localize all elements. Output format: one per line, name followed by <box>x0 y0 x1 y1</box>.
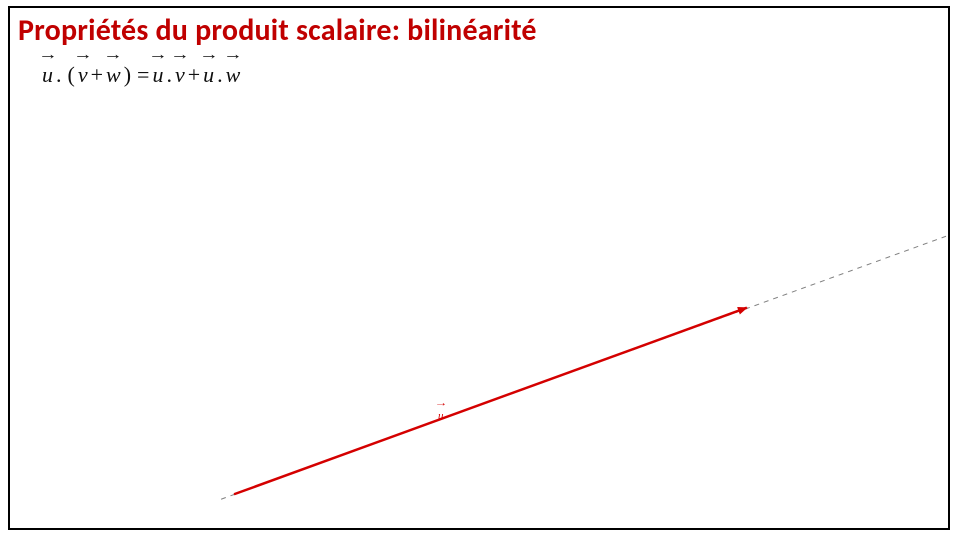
vector-diagram <box>10 8 948 528</box>
vector-u-arrow <box>234 308 747 495</box>
vector-u-label: u <box>438 408 444 422</box>
vec-u-label-text: u <box>438 408 444 422</box>
slide-frame: Propriétés du produit scalaire: bilinéar… <box>8 6 950 530</box>
